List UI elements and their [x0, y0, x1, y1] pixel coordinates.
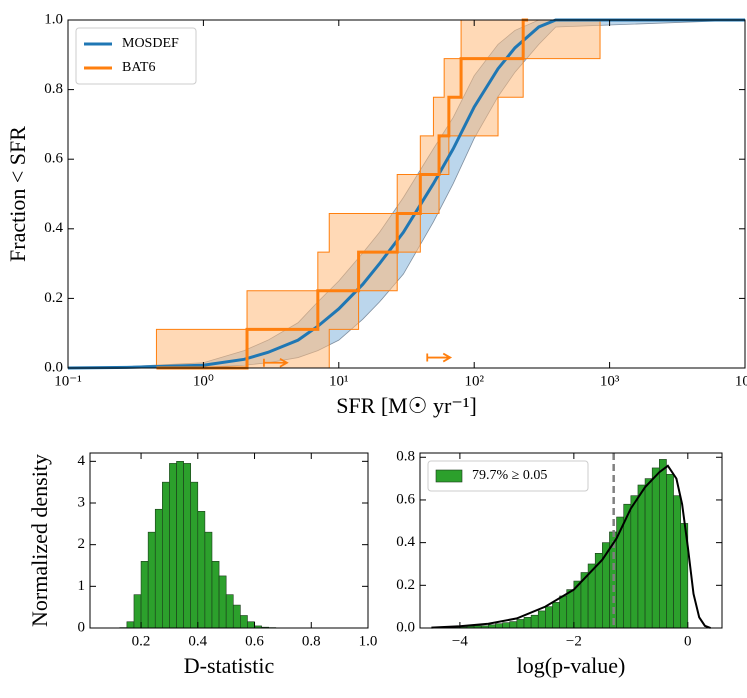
histogram-bar: [530, 614, 539, 629]
x-tick-label: 10⁴: [735, 373, 747, 389]
histogram-bar: [204, 531, 213, 629]
x-tick-label: 0.6: [245, 633, 264, 649]
histogram-bar: [147, 531, 156, 629]
histogram-bar: [659, 459, 667, 629]
y-tick-label: 4: [78, 453, 86, 469]
x-tick-label: 10³: [600, 373, 620, 389]
histogram-bar: [644, 478, 653, 629]
histogram-bar: [240, 615, 248, 629]
x-tick-label: 10⁰: [193, 373, 214, 389]
x-tick-label: −4: [452, 633, 468, 649]
histogram-bar: [516, 619, 525, 629]
histogram-bar: [133, 594, 142, 629]
legend-swatch: [435, 469, 463, 483]
x-tick-label: 10¹: [329, 373, 349, 389]
axes-frame: [89, 452, 369, 629]
histogram-bar: [552, 602, 560, 629]
x-tick-label: 0.8: [302, 633, 321, 649]
histogram-bar: [154, 508, 163, 629]
x-tick-label: −2: [566, 633, 582, 649]
histogram-bar: [523, 617, 532, 629]
histogram-bar: [197, 511, 206, 629]
kde-curve: [431, 464, 711, 629]
histogram-bar: [545, 606, 553, 629]
y-tick-label: 0.6: [44, 151, 63, 167]
legend-label: MOSDEF: [122, 36, 179, 51]
histogram-bar: [651, 467, 660, 629]
histogram-bar: [162, 481, 170, 629]
y-axis-label: Fraction < SFR: [5, 126, 30, 262]
x-tick-label: 10⁻¹: [54, 373, 81, 389]
legend-label: BAT6: [122, 60, 155, 75]
histogram-bar: [126, 621, 135, 629]
x-tick-label: 10²: [464, 373, 484, 389]
ecdf-line: [156, 18, 529, 370]
y-tick-label: 1: [78, 578, 86, 594]
y-tick-label: 0.2: [44, 290, 63, 306]
y-tick-label: 0.6: [396, 491, 415, 507]
y-tick-label: 0.4: [396, 534, 415, 550]
x-tick-label: 1.0: [359, 633, 378, 649]
histogram-bar: [616, 516, 625, 629]
histogram-bar: [247, 621, 255, 629]
histogram-bar: [637, 484, 646, 629]
histogram-bar: [495, 623, 503, 629]
histogram-bar: [183, 463, 192, 629]
histogram-bar: [176, 461, 184, 629]
histogram-bar: [630, 495, 639, 629]
axes-frame: [67, 19, 746, 369]
y-tick-label: 0.8: [44, 81, 63, 97]
y-tick-label: 1.0: [44, 11, 63, 27]
histogram-bar: [190, 481, 199, 629]
x-axis-label: log(p-value): [517, 653, 626, 678]
histogram-bar: [211, 561, 220, 629]
x-tick-label: 0.4: [188, 633, 207, 649]
y-tick-label: 0.8: [396, 449, 415, 465]
histogram-bar: [666, 474, 674, 629]
y-tick-label: 0.0: [44, 359, 63, 375]
histogram-bar: [537, 610, 546, 629]
ecdf-line: [67, 18, 745, 370]
axes-frame: [419, 452, 723, 629]
lower-limit-arrow: [263, 357, 289, 368]
histogram-bar: [502, 622, 511, 629]
y-tick-label: 0.2: [396, 577, 415, 593]
legend-label: 79.7% ≥ 0.05: [472, 468, 547, 483]
histogram-bar: [673, 495, 681, 629]
y-tick-label: 2: [78, 536, 86, 552]
histogram-bar: [218, 575, 227, 629]
histogram-bar: [566, 589, 575, 629]
x-axis-label: D-statistic: [184, 653, 275, 678]
histogram-bar: [509, 621, 518, 629]
x-tick-label: 0.2: [132, 633, 151, 649]
histogram-bar: [225, 594, 234, 629]
y-axis-label: Normalized density: [27, 454, 52, 627]
histogram-bar: [232, 604, 241, 629]
y-tick-label: 0: [78, 619, 86, 635]
lower-limit-arrow: [426, 352, 453, 363]
y-tick-label: 0.0: [396, 619, 415, 635]
histogram-bar: [169, 463, 177, 629]
x-axis-label: SFR [M☉ yr⁻¹]: [336, 393, 477, 418]
legend-box: [427, 460, 589, 492]
y-tick-label: 3: [78, 494, 86, 510]
x-tick-label: 0: [684, 633, 692, 649]
confidence-band: [155, 19, 601, 369]
legend-box: [75, 27, 197, 85]
histogram-bar: [559, 595, 568, 629]
histogram-bar: [140, 561, 149, 629]
y-tick-label: 0.4: [44, 220, 63, 236]
